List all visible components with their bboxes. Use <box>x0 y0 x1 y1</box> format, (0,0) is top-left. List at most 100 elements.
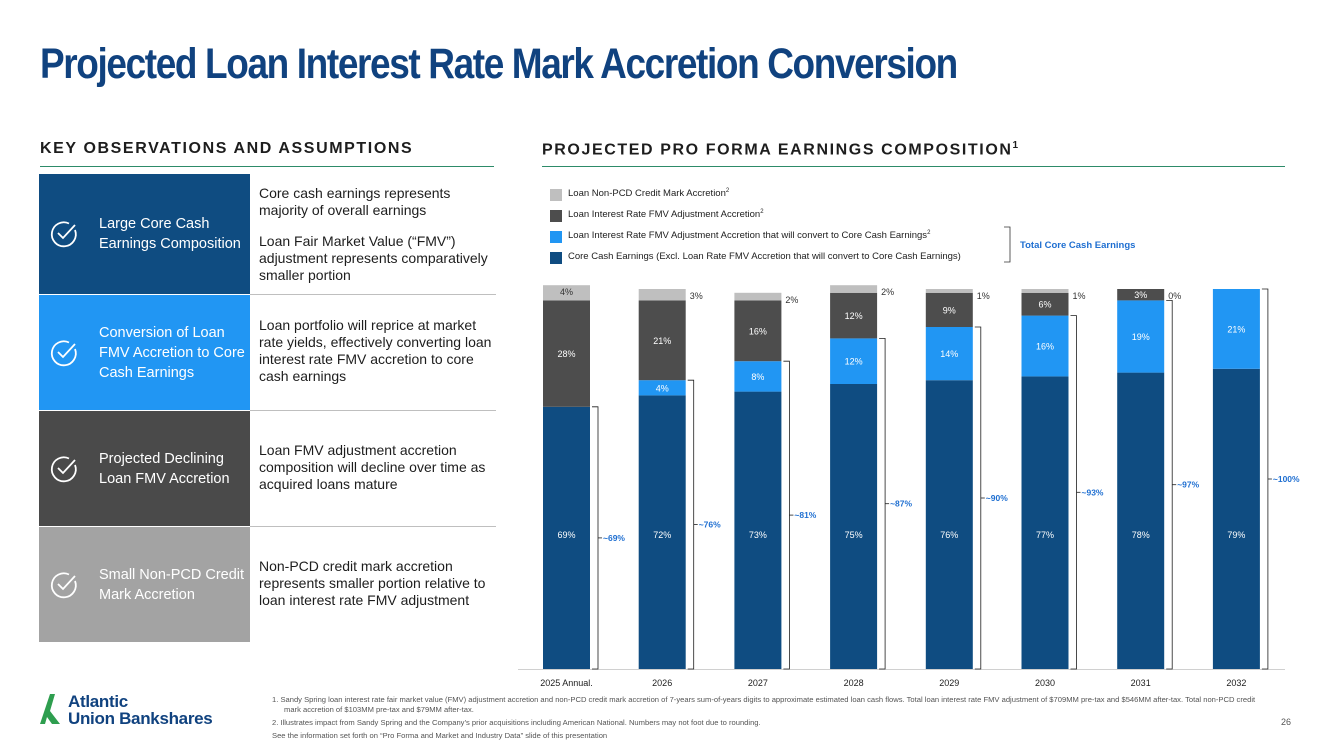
chart-header-footnote-ref: 1 <box>1012 140 1019 151</box>
legend-swatch <box>550 189 562 201</box>
footnote-1: 1. Sandy Spring loan interest rate fair … <box>272 695 1256 714</box>
data-label: 72% <box>653 530 671 540</box>
observation-text: Loan portfolio will reprice at market ra… <box>259 295 499 410</box>
observation-text: Non-PCD credit mark accretion represents… <box>259 527 499 642</box>
observation-point: Core cash earnings represents majority o… <box>259 185 451 218</box>
data-label: 4% <box>560 287 573 297</box>
data-label: 21% <box>653 336 671 346</box>
legend-text: Loan Non-PCD Credit Mark Accretion2 <box>568 188 729 199</box>
total-bracket <box>687 379 695 670</box>
bar-segment <box>638 289 686 301</box>
total-core-annotation: ~69% <box>603 533 625 543</box>
data-label: 2% <box>881 287 894 297</box>
data-label: 3% <box>1134 290 1147 300</box>
bar-segment <box>1117 372 1165 669</box>
observation-panel: Small Non-PCD Credit Mark Accretion <box>39 527 250 642</box>
bar-segment <box>830 384 878 669</box>
observations-header-rule <box>40 166 494 167</box>
data-label: 79% <box>1227 530 1245 540</box>
bar-segment <box>1021 292 1069 316</box>
footnote-2: 2. Illustrates impact from Sandy Spring … <box>272 718 761 727</box>
data-label: 73% <box>749 530 767 540</box>
bar-segment <box>543 406 590 669</box>
data-label: 1% <box>977 291 990 301</box>
bar-segment <box>1212 289 1260 369</box>
check-circle-icon <box>50 221 77 248</box>
footnote-3: See the information set forth on “Pro Fo… <box>272 731 608 740</box>
legend-swatch <box>550 252 562 264</box>
data-label: 9% <box>943 305 956 315</box>
data-label: 75% <box>845 530 863 540</box>
footnotes: 1. Sandy Spring loan interest rate fair … <box>272 695 1262 744</box>
data-label: 69% <box>557 530 575 540</box>
total-core-annotation: ~87% <box>890 499 912 509</box>
bar-segment <box>925 289 973 293</box>
data-label: 16% <box>749 326 767 336</box>
bar-segment <box>1117 289 1165 301</box>
total-bracket <box>974 326 982 670</box>
legend-swatch <box>550 231 562 243</box>
bar-segment <box>830 292 878 339</box>
bar-segment <box>1021 315 1069 377</box>
data-label: 28% <box>557 349 575 359</box>
x-tick-label: 2030 <box>1035 678 1055 688</box>
data-label: 6% <box>1038 300 1051 310</box>
divider <box>250 410 496 411</box>
chart-header-text: PROJECTED PRO FORMA EARNINGS COMPOSITION <box>542 141 1013 159</box>
legend-footnote-ref: 2 <box>760 209 764 215</box>
data-label: 4% <box>656 383 669 393</box>
observation-panel: Conversion of Loan FMV Accretion to Core… <box>39 295 250 410</box>
bar-segment <box>1021 376 1069 669</box>
data-label: 21% <box>1227 324 1245 334</box>
bar-segment <box>734 292 782 301</box>
legend-text: Loan Interest Rate FMV Adjustment Accret… <box>568 230 930 241</box>
observation-point: Loan Fair Market Value (“FMV”) adjustmen… <box>259 233 488 283</box>
data-label: 14% <box>940 349 958 359</box>
observation-point: Loan FMV adjustment accretion compositio… <box>259 442 486 492</box>
bar-segment <box>734 300 782 362</box>
data-label: 1% <box>1073 291 1086 301</box>
total-bracket <box>783 360 790 670</box>
legend-text: Loan Interest Rate FMV Adjustment Accret… <box>568 209 764 220</box>
check-circle-icon <box>50 339 77 366</box>
observation-label: Projected Declining Loan FMV Accretion <box>99 450 230 487</box>
total-bracket <box>879 338 886 670</box>
observation-panel: Projected Declining Loan FMV Accretion <box>39 411 250 526</box>
legend-label: Loan Non-PCD Credit Mark Accretion <box>568 188 726 200</box>
legend-label: Loan Interest Rate FMV Adjustment Accret… <box>568 209 761 221</box>
legend-brace <box>1004 226 1011 263</box>
legend-footnote-ref: 2 <box>725 188 730 194</box>
observation-label: Conversion of Loan FMV Accretion to Core… <box>99 324 245 381</box>
data-label: 19% <box>1132 332 1150 342</box>
data-label: 2% <box>785 295 798 305</box>
bar-segment <box>734 361 782 392</box>
observation-text: Loan FMV adjustment accretion compositio… <box>259 411 499 526</box>
legend-footnote-ref: 2 <box>927 230 931 236</box>
total-core-annotation: ~100% <box>1273 474 1300 484</box>
x-tick-label: 2025 Annual. <box>540 678 593 688</box>
bar-segment <box>734 391 782 669</box>
x-tick-label: 2032 <box>1226 678 1246 688</box>
divider <box>250 526 496 527</box>
bar-segment <box>925 380 973 669</box>
x-tick-label: 2029 <box>939 678 959 688</box>
x-tick-label: 2027 <box>748 678 768 688</box>
data-label: 76% <box>940 530 958 540</box>
total-core-annotation: ~93% <box>1082 487 1104 497</box>
observation-text: Core cash earnings represents majority o… <box>259 174 499 294</box>
page-title: Projected Loan Interest Rate Mark Accret… <box>40 40 958 88</box>
total-bracket <box>592 406 599 670</box>
bar-segment <box>543 285 590 301</box>
x-tick-label: 2031 <box>1131 678 1151 688</box>
total-bracket <box>1070 315 1077 670</box>
logo-line-1: Atlantic <box>68 692 128 711</box>
data-label: 0% <box>1168 291 1181 301</box>
legend-label: Loan Interest Rate FMV Adjustment Accret… <box>568 230 928 242</box>
bar-segment <box>638 395 686 669</box>
bar-segment <box>638 380 686 396</box>
observation-point: Non-PCD credit mark accretion represents… <box>259 558 486 608</box>
legend-swatch <box>550 210 562 222</box>
bar-segment <box>638 300 686 381</box>
bar-segment <box>1021 289 1069 293</box>
